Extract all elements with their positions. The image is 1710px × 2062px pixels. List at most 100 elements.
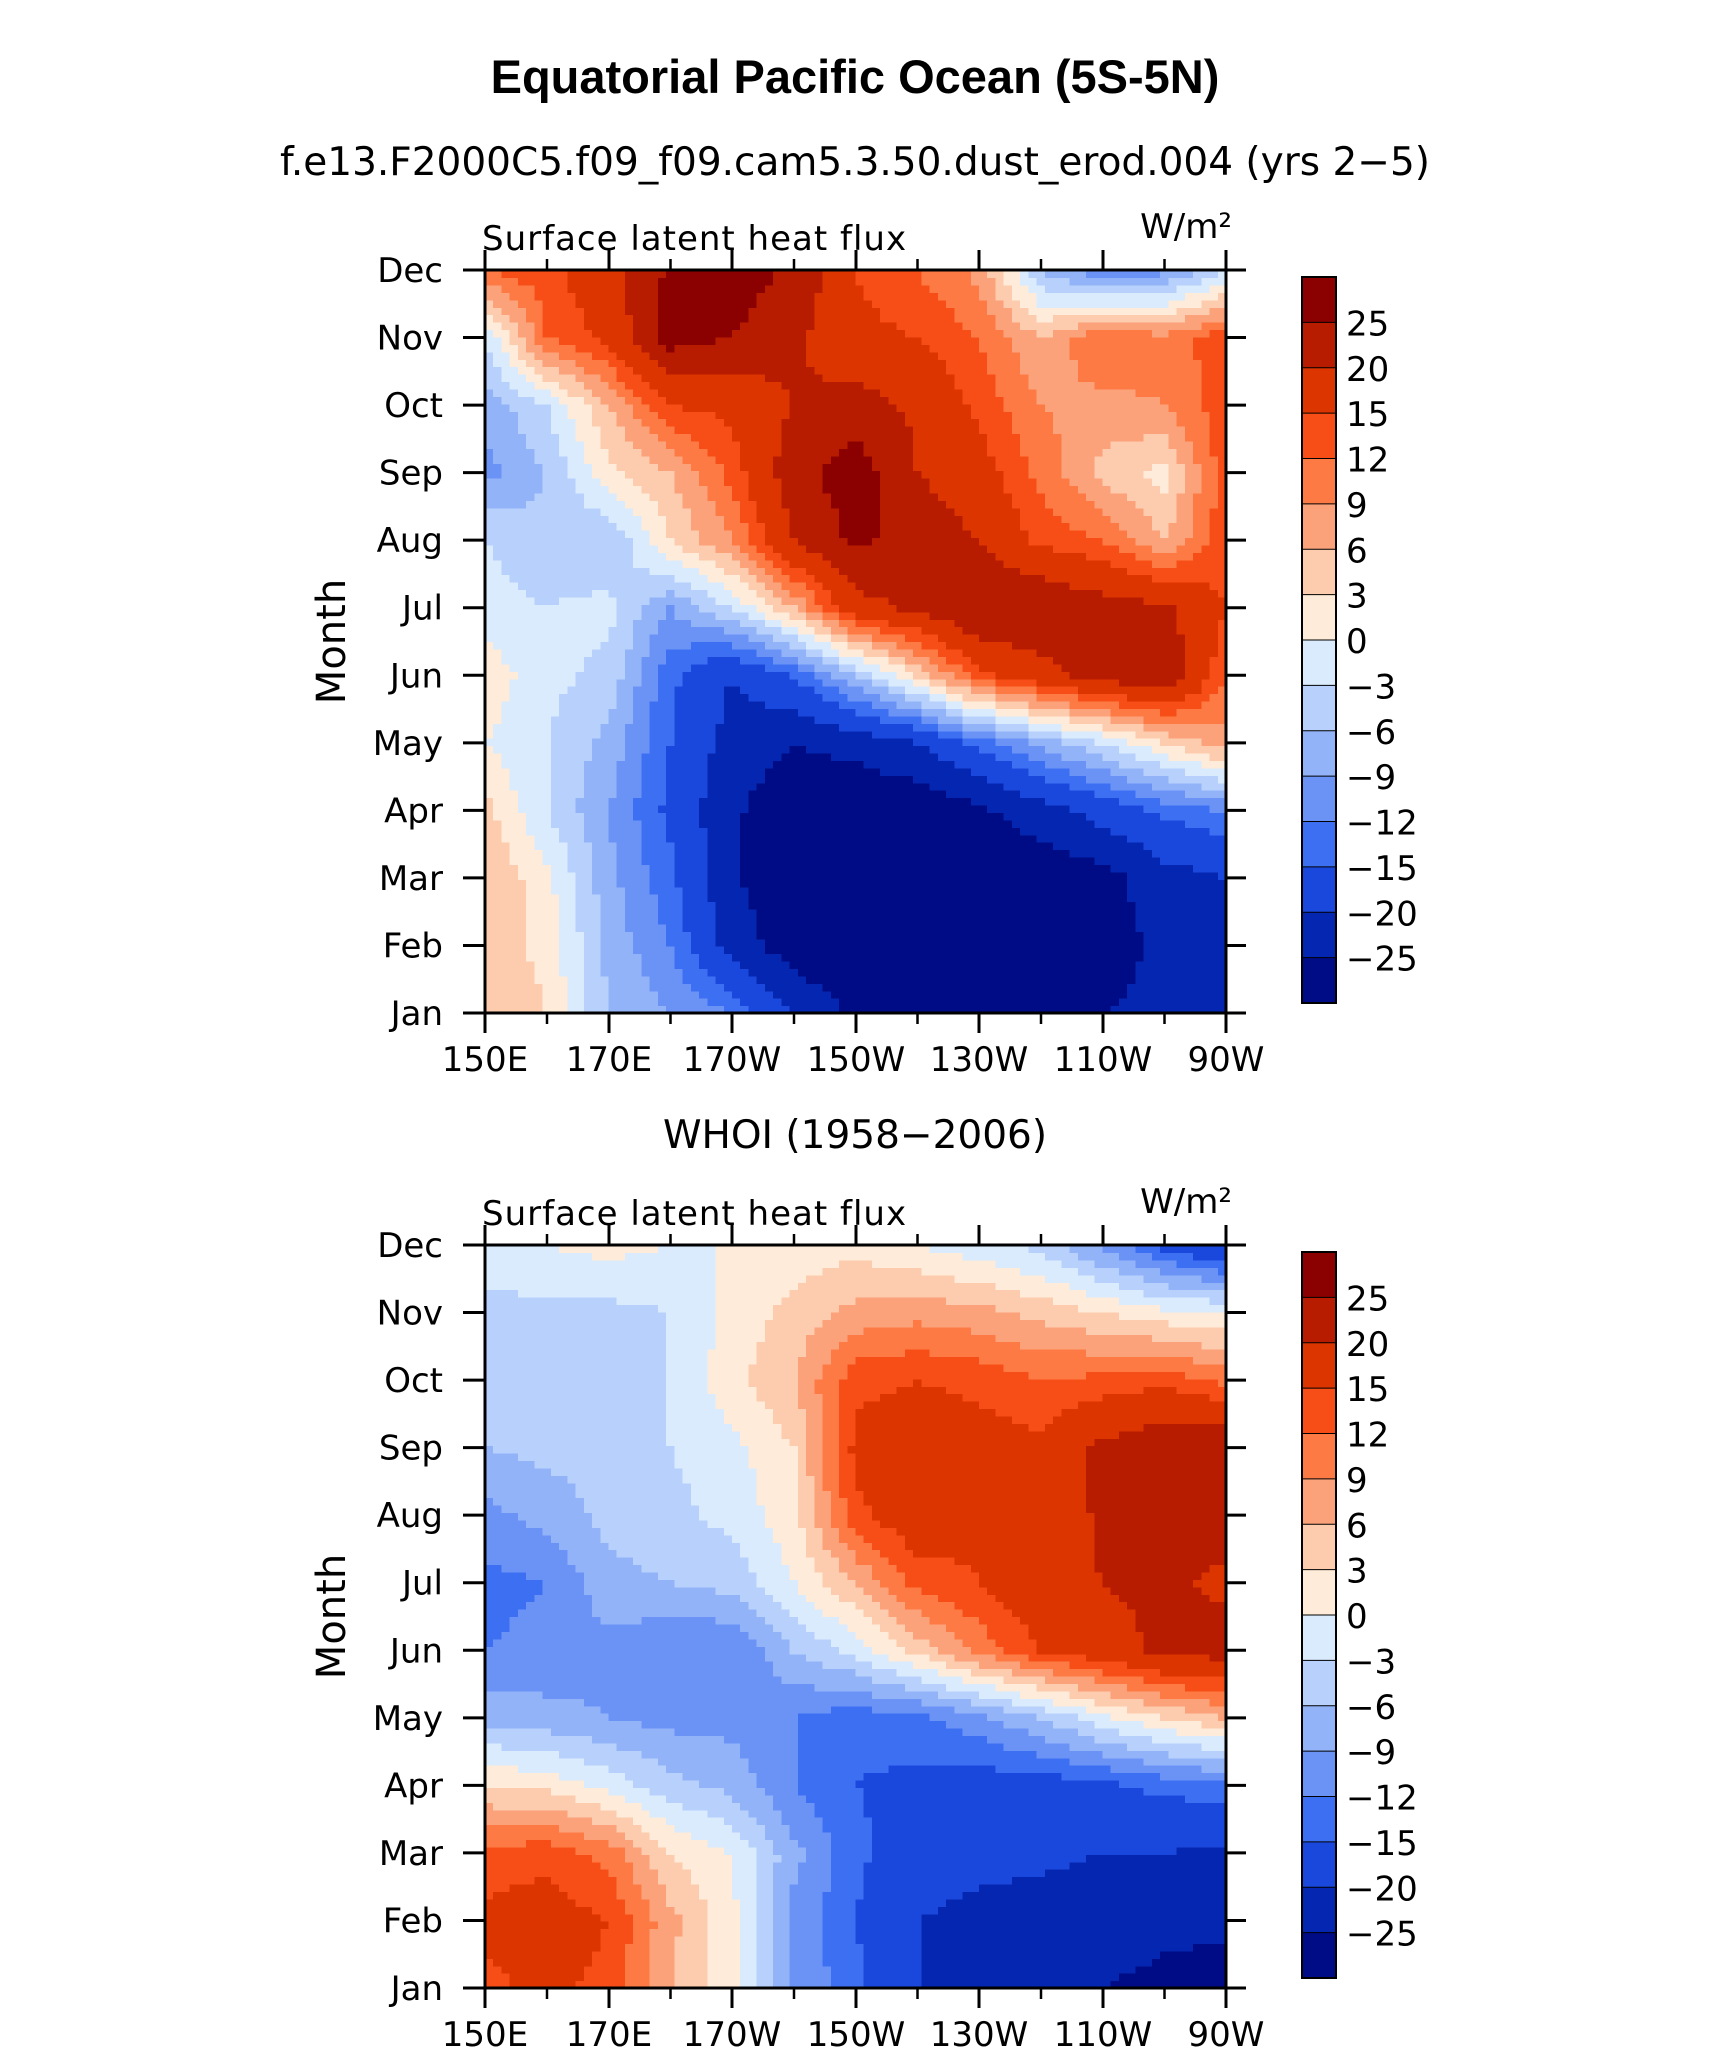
heatmap-cell (830, 738, 840, 747)
heatmap-cell (937, 908, 947, 918)
heatmap-cell (970, 931, 980, 940)
heatmap-cell (880, 752, 890, 761)
heatmap-cell (1003, 723, 1013, 732)
heatmap-cell (1168, 819, 1178, 828)
heatmap-cell (1110, 730, 1120, 739)
heatmap-cell (1143, 938, 1153, 947)
heatmap-cell (534, 760, 544, 769)
heatmap-cell (1102, 790, 1112, 799)
heatmap-cell (880, 611, 890, 620)
heatmap-cell (847, 960, 857, 970)
heatmap-cell (929, 842, 939, 851)
heatmap-cell (567, 678, 577, 687)
heatmap-cell (855, 916, 865, 925)
heatmap-cell (880, 671, 890, 680)
heatmap-cell (715, 908, 725, 918)
heatmap-cell (1061, 819, 1071, 828)
heatmap-cell (1135, 931, 1145, 940)
heatmap-cell (592, 730, 601, 739)
heatmap-cell (1110, 797, 1120, 806)
heatmap-cell (1053, 804, 1062, 813)
heatmap-cell (707, 782, 717, 791)
heatmap-cell (608, 708, 618, 717)
heatmap-cell (863, 827, 873, 836)
heatmap-cell (534, 946, 544, 955)
heatmap-cell (690, 715, 700, 724)
heatmap-cell (485, 760, 494, 769)
heatmap-cell (624, 901, 634, 910)
heatmap-cell (1176, 708, 1186, 717)
heatmap-cell (633, 671, 643, 680)
heatmap-cell (806, 611, 815, 620)
heatmap-cell (1011, 619, 1021, 628)
heatmap-cell (1102, 634, 1112, 643)
heatmap-cell (781, 663, 791, 672)
heatmap-cell (1003, 804, 1013, 813)
heatmap-cell (1217, 849, 1227, 858)
heatmap-cell (1086, 901, 1095, 910)
heatmap-cell (526, 641, 535, 650)
heatmap-cell (979, 834, 988, 843)
heatmap-cell (1077, 894, 1087, 903)
heatmap-cell (550, 871, 560, 880)
heatmap-cell (501, 671, 511, 680)
heatmap-cell (707, 908, 717, 918)
heatmap-cell (1028, 738, 1038, 747)
heatmap-cell (921, 1005, 931, 1014)
heatmap-cell (1102, 871, 1112, 880)
heatmap-cell (781, 715, 791, 724)
heatmap-cell (970, 804, 980, 813)
heatmap-cell (1110, 908, 1120, 918)
heatmap-cell (995, 730, 1005, 739)
heatmap-cell (1094, 923, 1104, 932)
heatmap-cell (1127, 611, 1137, 620)
heatmap-cell (649, 648, 659, 657)
heatmap-cell (871, 752, 881, 761)
heatmap-cell (534, 827, 544, 836)
heatmap-cell (732, 946, 741, 955)
heatmap-cell (970, 604, 980, 613)
heatmap-cell (847, 693, 857, 702)
heatmap-cell (1184, 752, 1194, 761)
heatmap-cell (1053, 827, 1062, 836)
heatmap-cell (789, 834, 799, 843)
heatmap-cell (600, 804, 610, 813)
heatmap-cell (896, 648, 906, 657)
heatmap-cell (517, 715, 527, 724)
heatmap-cell (1094, 916, 1104, 925)
heatmap-cell (1102, 782, 1112, 791)
heatmap-cell (748, 708, 758, 717)
heatmap-cell (1086, 916, 1095, 925)
heatmap-cell (583, 879, 593, 888)
heatmap-cell (517, 879, 527, 888)
heatmap-cell (987, 797, 997, 806)
heatmap-cell (855, 923, 865, 932)
heatmap-cell (781, 767, 791, 776)
heatmap-cell (485, 864, 494, 873)
heatmap-cell (748, 968, 758, 977)
heatmap-cell (1036, 946, 1046, 955)
heatmap-cell (1036, 908, 1046, 918)
heatmap-cell (806, 671, 815, 680)
heatmap-cell (814, 998, 824, 1007)
heatmap-cell (797, 834, 807, 843)
heatmap-cell (1151, 693, 1161, 702)
heatmap-cell (1061, 611, 1071, 620)
heatmap-cell (1061, 678, 1071, 687)
heatmap-cell (756, 923, 766, 932)
heatmap-cell (559, 604, 568, 613)
heatmap-cell (1184, 908, 1194, 918)
heatmap-cell (946, 946, 955, 955)
heatmap-cell (1020, 998, 1029, 1007)
heatmap-cell (979, 611, 988, 620)
heatmap-cell (888, 693, 898, 702)
heatmap-cell (1135, 871, 1145, 880)
heatmap-cell (830, 990, 840, 999)
heatmap-cell (1069, 604, 1079, 613)
heatmap-cell (732, 648, 741, 657)
heatmap-cell (962, 1005, 972, 1014)
heatmap-cell (624, 871, 634, 880)
heatmap-cell (1193, 626, 1202, 635)
heatmap-cell (690, 700, 700, 709)
heatmap-cell (904, 827, 914, 836)
